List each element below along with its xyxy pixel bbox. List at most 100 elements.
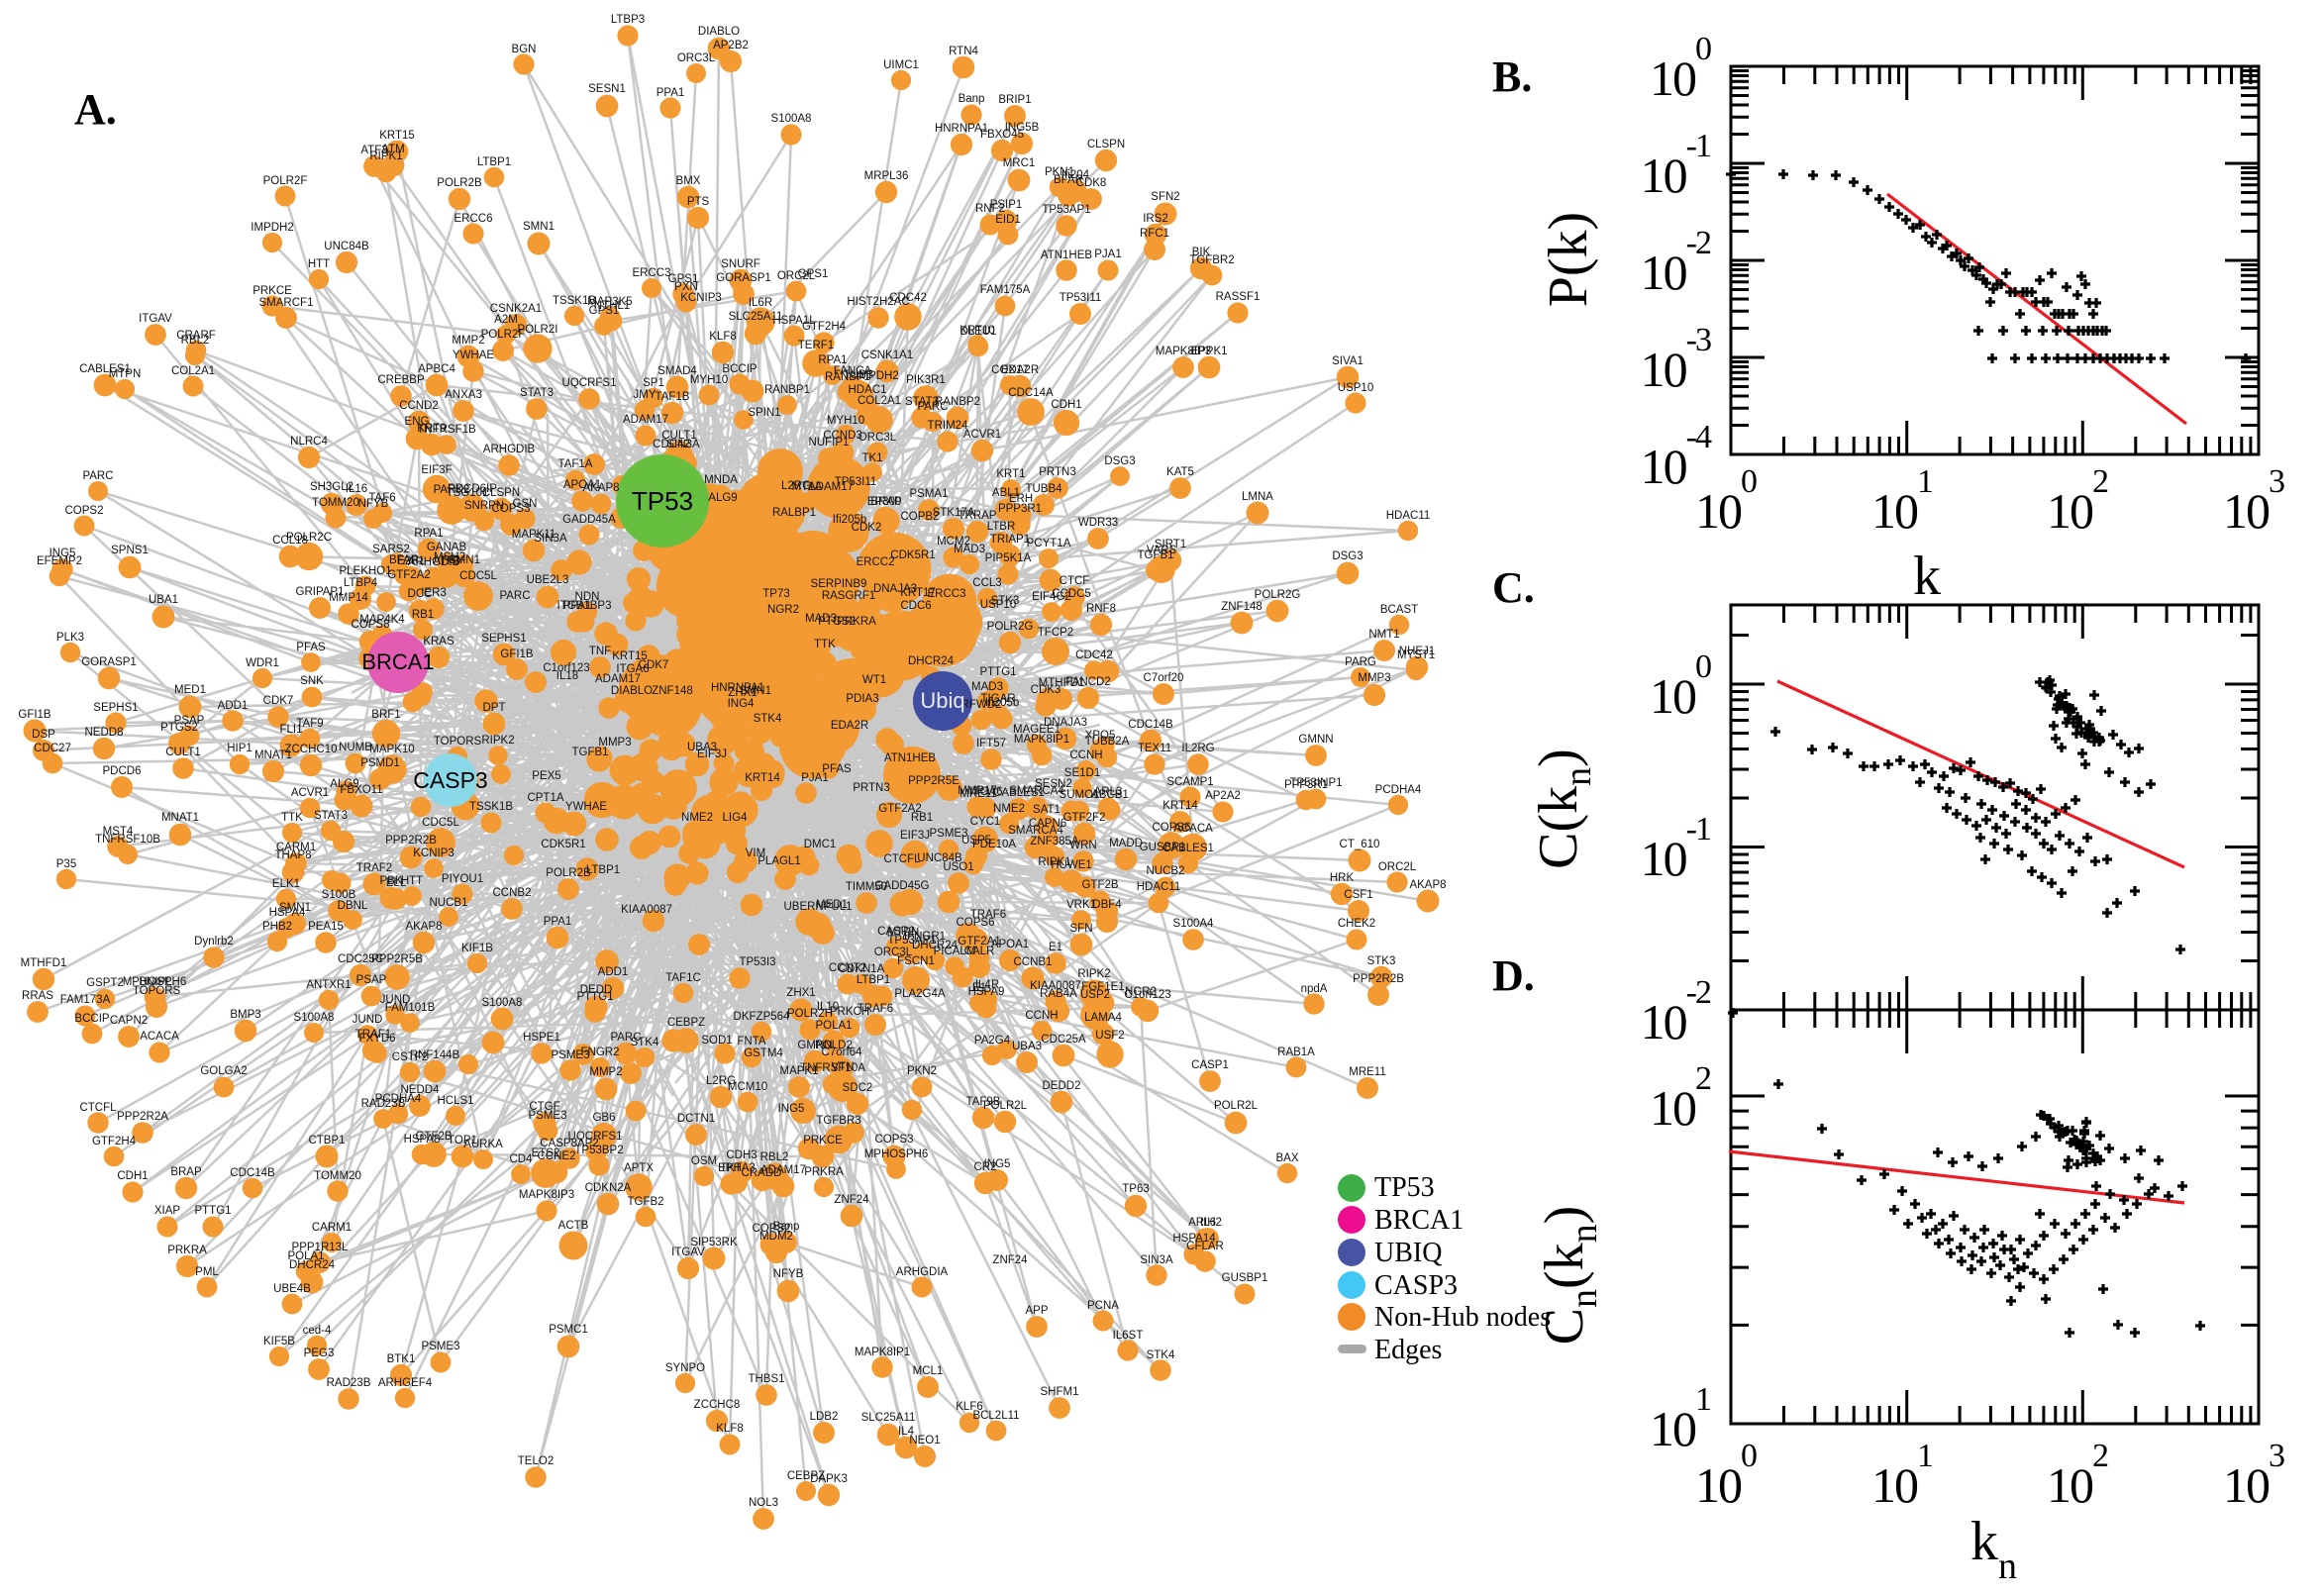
svg-text:PPA1: PPA1 bbox=[544, 916, 572, 928]
svg-text:MED1: MED1 bbox=[816, 899, 848, 911]
svg-text:KCNIP3: KCNIP3 bbox=[413, 848, 454, 859]
svg-text:SMN1: SMN1 bbox=[740, 685, 771, 697]
svg-text:HDAC1: HDAC1 bbox=[849, 384, 887, 396]
svg-text:FBXO45: FBXO45 bbox=[980, 129, 1024, 141]
svg-text:ALG9: ALG9 bbox=[708, 492, 737, 504]
svg-text:USP5: USP5 bbox=[961, 835, 991, 847]
svg-text:ATN1HEB: ATN1HEB bbox=[1041, 249, 1093, 261]
svg-text:PFAS: PFAS bbox=[296, 642, 326, 653]
svg-text:ced-4: ced-4 bbox=[303, 1325, 332, 1337]
svg-text:APBC4: APBC4 bbox=[418, 363, 455, 375]
svg-text:SIP53RK: SIP53RK bbox=[690, 1237, 738, 1248]
svg-text:KLF8: KLF8 bbox=[716, 1423, 744, 1435]
svg-text:MT1A: MT1A bbox=[792, 481, 823, 493]
svg-text:MMP2: MMP2 bbox=[452, 335, 484, 347]
svg-text:WDR33: WDR33 bbox=[1078, 517, 1118, 529]
svg-text:HRK: HRK bbox=[1330, 872, 1355, 884]
svg-text:LTBP3: LTBP3 bbox=[611, 14, 645, 26]
svg-text:ERCC3: ERCC3 bbox=[928, 588, 966, 600]
svg-text:ATN1HEB: ATN1HEB bbox=[884, 752, 937, 764]
svg-text:THAP8: THAP8 bbox=[274, 849, 311, 861]
svg-text:npdA: npdA bbox=[1301, 983, 1328, 995]
svg-text:RB1: RB1 bbox=[412, 609, 434, 621]
svg-text:MMP14: MMP14 bbox=[329, 592, 368, 604]
svg-text:USO1: USO1 bbox=[943, 861, 973, 873]
svg-text:TGFB1: TGFB1 bbox=[1137, 549, 1173, 561]
svg-text:ORC2L: ORC2L bbox=[777, 270, 816, 282]
svg-text:RB1: RB1 bbox=[911, 812, 933, 824]
svg-text:ENG: ENG bbox=[405, 416, 430, 428]
svg-text:POLR2G: POLR2G bbox=[987, 621, 1034, 633]
svg-text:AP2B2: AP2B2 bbox=[713, 40, 749, 51]
svg-text:XIAP: XIAP bbox=[154, 1205, 181, 1217]
svg-text:APOA1: APOA1 bbox=[991, 939, 1029, 950]
svg-text:BFAR: BFAR bbox=[1054, 174, 1083, 186]
svg-text:PBK: PBK bbox=[379, 875, 402, 887]
svg-text:TRIM24: TRIM24 bbox=[928, 420, 969, 432]
svg-text:PRKRA: PRKRA bbox=[837, 616, 876, 628]
svg-text:TUBB4: TUBB4 bbox=[1025, 483, 1062, 495]
svg-text:IL6R: IL6R bbox=[749, 297, 772, 309]
svg-text:KRT15: KRT15 bbox=[379, 130, 415, 142]
svg-text:CTCFL: CTCFL bbox=[883, 853, 921, 865]
svg-text:MMP17: MMP17 bbox=[958, 785, 997, 797]
svg-text:TNFRSF1B: TNFRSF1B bbox=[417, 424, 476, 436]
svg-text:CDC14B: CDC14B bbox=[1128, 719, 1173, 731]
svg-text:MCM10: MCM10 bbox=[728, 1081, 767, 1093]
svg-text:POLR2I: POLR2I bbox=[518, 324, 558, 336]
svg-text:ACVR1: ACVR1 bbox=[963, 429, 1001, 441]
svg-text:CCND2: CCND2 bbox=[399, 400, 439, 412]
svg-text:DEDD2: DEDD2 bbox=[1043, 1080, 1081, 1092]
svg-text:EP300: EP300 bbox=[867, 496, 902, 508]
svg-text:ING5: ING5 bbox=[778, 1103, 805, 1115]
svg-text:TNFRSF10A: TNFRSF10A bbox=[800, 1062, 865, 1074]
svg-text:BCCIP: BCCIP bbox=[74, 1013, 109, 1025]
svg-text:KRT17: KRT17 bbox=[900, 587, 936, 599]
svg-text:TRAF6: TRAF6 bbox=[858, 1003, 893, 1015]
svg-text:NME2: NME2 bbox=[993, 803, 1025, 815]
svg-text:ZNF148: ZNF148 bbox=[652, 685, 693, 697]
svg-text:FSCN1: FSCN1 bbox=[897, 955, 935, 967]
svg-text:ADAM17: ADAM17 bbox=[760, 1164, 806, 1176]
svg-text:EIF3J: EIF3J bbox=[900, 830, 930, 842]
svg-text:VRK1: VRK1 bbox=[1066, 899, 1096, 911]
svg-text:JMY: JMY bbox=[634, 389, 656, 401]
svg-text:CULT1: CULT1 bbox=[165, 747, 201, 758]
svg-text:L2RG: L2RG bbox=[781, 480, 811, 492]
svg-text:RBL2: RBL2 bbox=[760, 1151, 789, 1163]
svg-text:S100A8: S100A8 bbox=[771, 113, 812, 125]
svg-text:GTF2A2: GTF2A2 bbox=[387, 569, 430, 581]
svg-text:POLR2B: POLR2B bbox=[546, 867, 591, 879]
svg-text:ADD1: ADD1 bbox=[218, 700, 249, 712]
svg-text:PPP2R2A: PPP2R2A bbox=[117, 1111, 168, 1123]
svg-text:CDK7: CDK7 bbox=[639, 659, 669, 671]
svg-text:CTBP1: CTBP1 bbox=[308, 1135, 345, 1147]
svg-text:DCTN1: DCTN1 bbox=[677, 1113, 715, 1125]
svg-text:C(kn): C(kn) bbox=[1528, 748, 1599, 869]
svg-text:RAD23B: RAD23B bbox=[361, 1098, 406, 1110]
svg-text:IL18: IL18 bbox=[556, 670, 578, 682]
svg-text:P(k): P(k) bbox=[1538, 212, 1599, 307]
svg-text:GTF2F2: GTF2F2 bbox=[1063, 812, 1106, 824]
svg-text:MADD: MADD bbox=[1109, 838, 1143, 849]
svg-text:BRF1: BRF1 bbox=[371, 709, 400, 721]
svg-text:PIK3R1: PIK3R1 bbox=[906, 374, 946, 386]
svg-text:PHB2: PHB2 bbox=[262, 921, 292, 933]
svg-text:MAGEE1: MAGEE1 bbox=[1013, 724, 1060, 736]
svg-text:SHFM1: SHFM1 bbox=[1041, 1386, 1079, 1398]
svg-text:CDC42: CDC42 bbox=[653, 439, 690, 450]
svg-text:CDH1: CDH1 bbox=[1051, 399, 1081, 411]
svg-text:KRT1: KRT1 bbox=[996, 468, 1025, 480]
svg-text:DCC: DCC bbox=[408, 588, 433, 600]
svg-text:CYC1: CYC1 bbox=[970, 816, 1001, 828]
svg-text:ZHX1: ZHX1 bbox=[728, 687, 757, 699]
svg-text:ING5: ING5 bbox=[50, 548, 76, 559]
svg-text:TIMM50: TIMM50 bbox=[846, 881, 887, 893]
svg-text:CARM1: CARM1 bbox=[312, 1222, 352, 1234]
svg-text:ITGAV: ITGAV bbox=[671, 1247, 705, 1258]
svg-text:CCNT2: CCNT2 bbox=[829, 962, 866, 974]
svg-text:CRARF: CRARF bbox=[176, 330, 216, 342]
svg-text:ITGA6: ITGA6 bbox=[969, 786, 1002, 798]
svg-text:RIPK1: RIPK1 bbox=[369, 150, 402, 162]
svg-text:NFYB: NFYB bbox=[358, 498, 389, 510]
